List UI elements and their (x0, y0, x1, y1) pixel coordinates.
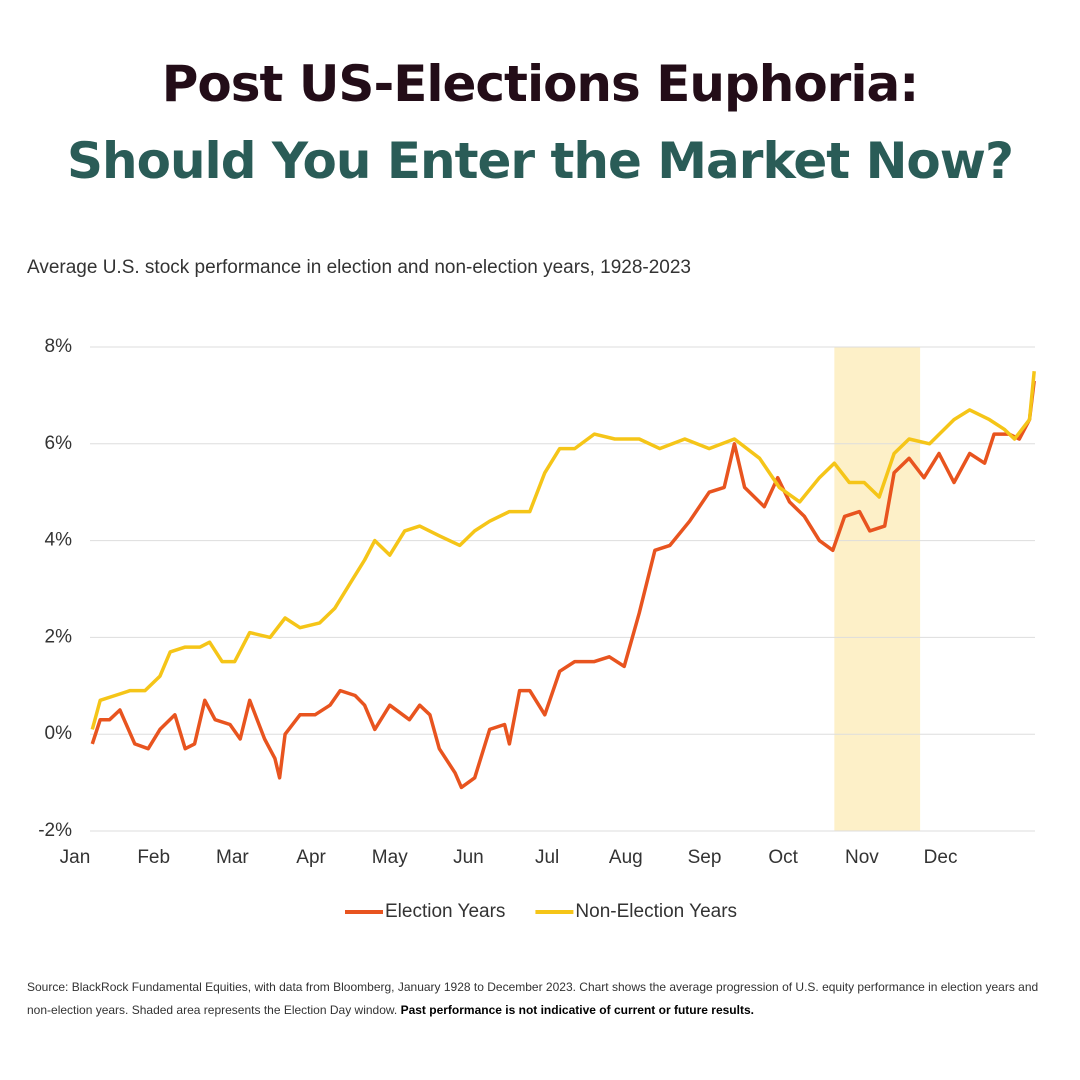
y-tick-label: 0% (45, 723, 73, 744)
chart-title: Average U.S. stock performance in electi… (27, 257, 691, 278)
x-tick-label: Sep (688, 847, 722, 868)
y-tick-label: -2% (38, 820, 72, 841)
line-series (90, 380, 1036, 790)
y-tick-label: 6% (45, 433, 73, 454)
x-tick-label: May (372, 847, 408, 868)
note-bold: Past performance is not indicative of cu… (400, 1003, 754, 1017)
y-tick-label: 4% (45, 530, 73, 551)
x-tick-label: Jan (60, 847, 91, 868)
election-window (834, 347, 921, 831)
x-tick-label: Dec (924, 847, 958, 868)
x-tick-label: Jun (453, 847, 484, 868)
x-tick-label: Aug (609, 847, 643, 868)
note: Source: BlackRock Fundamental Equities, … (27, 980, 1039, 1017)
legend-label: Non-Election Years (575, 901, 737, 922)
x-tick-label: Apr (296, 847, 326, 868)
title-line2: Should You Enter the Market Now? (67, 132, 1014, 190)
x-tick-label: Feb (137, 847, 170, 868)
x-tick-label: Mar (216, 847, 249, 868)
footnote: Source: BlackRock Fundamental Equities, … (27, 976, 1047, 1022)
y-tick-label: 8% (45, 336, 73, 357)
legend-label: Election Years (385, 901, 505, 922)
title-line1: Post US-Elections Euphoria: (161, 55, 919, 113)
x-tick-label: Oct (768, 847, 798, 868)
x-tick-label: Nov (845, 847, 879, 868)
x-tick-label: Jul (535, 847, 559, 868)
y-tick-label: 2% (45, 626, 73, 647)
line-series (90, 371, 1036, 730)
